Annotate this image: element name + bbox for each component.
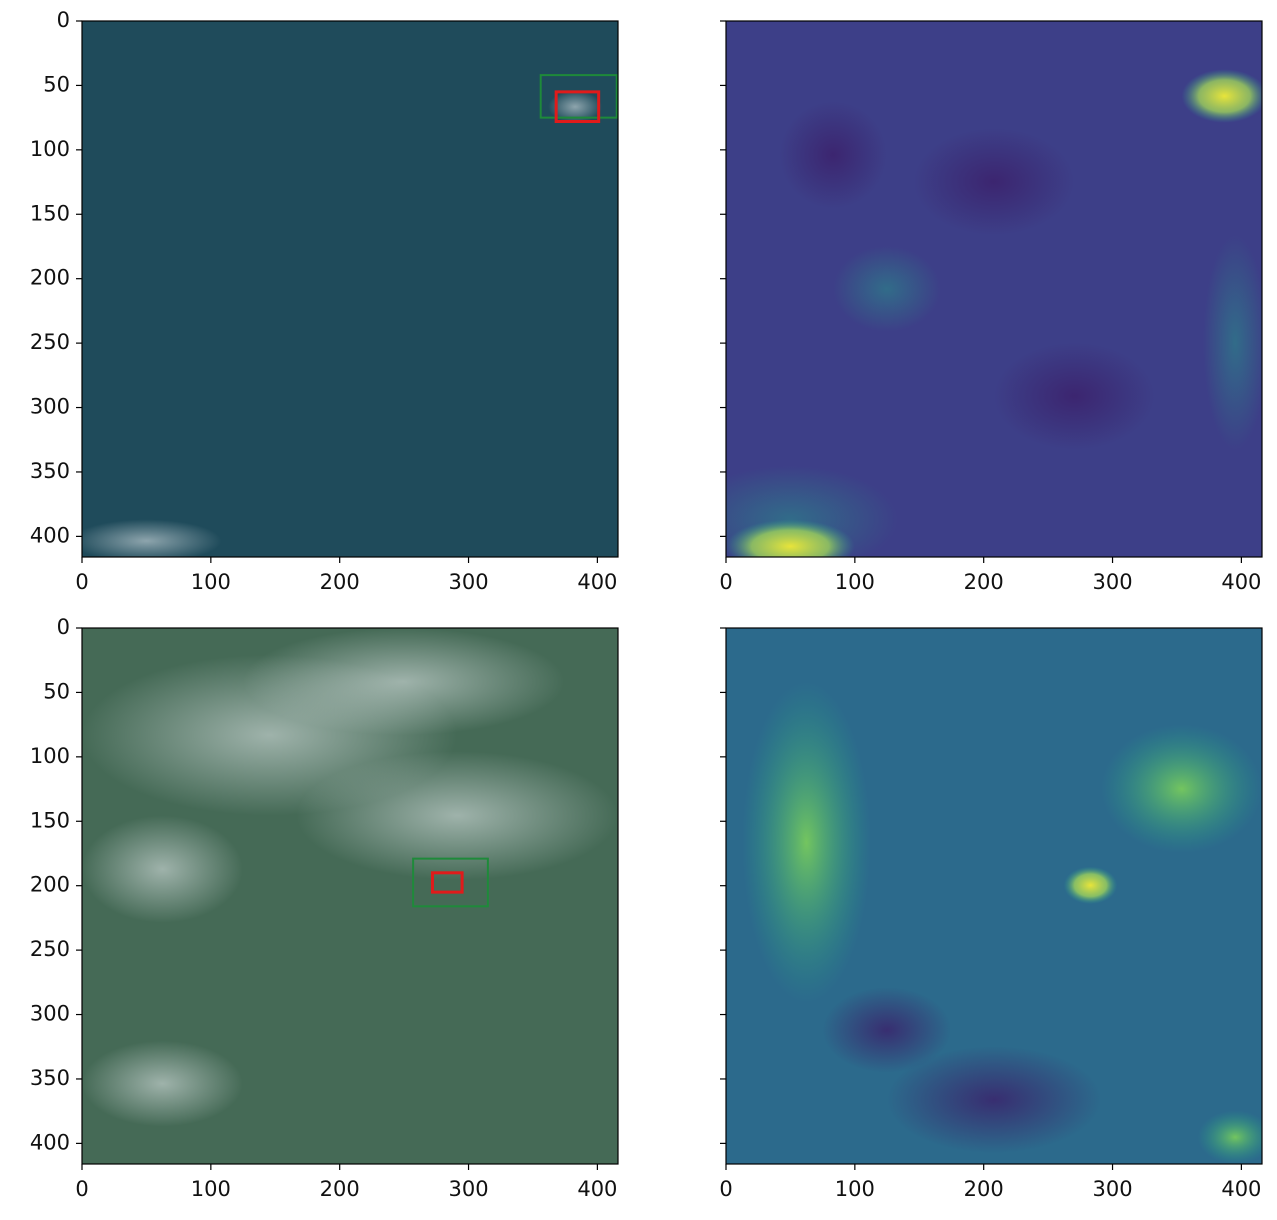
x-tick-label: 100	[835, 1177, 875, 1201]
bounding-box	[554, 90, 601, 124]
texture	[548, 90, 602, 123]
bounding-box	[430, 871, 464, 894]
x-tick-label: 0	[75, 570, 88, 594]
axes-frame	[725, 20, 1263, 558]
x-tick-label: 300	[448, 1177, 488, 1201]
x-tick-label: 300	[1092, 1177, 1132, 1201]
y-tick-label: 100	[30, 137, 70, 161]
texture	[726, 519, 855, 557]
x-tick-label: 400	[1221, 570, 1261, 594]
texture	[1063, 866, 1118, 905]
y-tick-label: 400	[30, 523, 70, 547]
y-tick-label: 200	[30, 266, 70, 290]
x-tick-label: 0	[719, 570, 732, 594]
texture	[242, 628, 565, 736]
x-tick-label: 200	[320, 1177, 360, 1201]
x-tick-label: 0	[75, 1177, 88, 1201]
x-tick-label: 100	[191, 1177, 231, 1201]
x-tick-label: 0	[719, 1177, 732, 1201]
bounding-box	[412, 857, 489, 908]
x-tick-label: 400	[1221, 1177, 1261, 1201]
x-tick-label: 200	[964, 1177, 1004, 1201]
y-tick-label: 50	[43, 72, 70, 96]
texture	[779, 101, 887, 209]
texture	[1203, 235, 1262, 450]
y-tick-label: 300	[30, 1002, 70, 1026]
x-tick-label: 200	[964, 570, 1004, 594]
y-tick-label: 250	[30, 937, 70, 961]
y-tick-label: 200	[30, 873, 70, 897]
image-background	[82, 21, 618, 557]
bounding-box	[539, 74, 618, 119]
y-tick-label: 400	[30, 1130, 70, 1154]
axes-frame	[81, 20, 619, 558]
axes-frame	[725, 627, 1263, 1165]
image	[82, 21, 618, 557]
x-tick-label: 400	[577, 570, 617, 594]
axes: 0 100 200 300 400	[719, 20, 1263, 594]
axes: 0 100 200 300 400	[719, 627, 1263, 1201]
x-tick-label: 400	[577, 1177, 617, 1201]
texture	[82, 1040, 243, 1127]
x-tick-label: 300	[448, 570, 488, 594]
image	[726, 21, 1262, 557]
texture	[822, 987, 952, 1073]
texture	[296, 751, 618, 880]
texture	[742, 681, 871, 1004]
y-tick-label: 150	[30, 201, 70, 225]
y-tick-label: 100	[30, 744, 70, 768]
axes-frame	[81, 627, 619, 1165]
y-tick-label: 150	[30, 808, 70, 832]
image	[726, 628, 1262, 1164]
x-tick-label: 100	[191, 570, 231, 594]
texture	[1197, 1110, 1262, 1164]
y-tick-label: 300	[30, 395, 70, 419]
texture	[1101, 724, 1262, 854]
x-tick-label: 200	[320, 570, 360, 594]
texture	[886, 1046, 1102, 1154]
texture	[833, 246, 941, 332]
x-tick-label: 300	[1092, 570, 1132, 594]
y-tick-label: 0	[57, 615, 70, 639]
texture	[82, 815, 243, 923]
y-tick-label: 250	[30, 330, 70, 354]
y-tick-label: 350	[30, 459, 70, 483]
y-tick-label: 0	[57, 8, 70, 32]
texture	[1181, 69, 1262, 123]
texture	[913, 128, 1075, 236]
y-tick-label: 350	[30, 1066, 70, 1090]
x-tick-label: 100	[835, 570, 875, 594]
texture	[82, 519, 222, 557]
image	[82, 628, 618, 1164]
texture	[994, 342, 1155, 450]
y-tick-label: 50	[43, 679, 70, 703]
